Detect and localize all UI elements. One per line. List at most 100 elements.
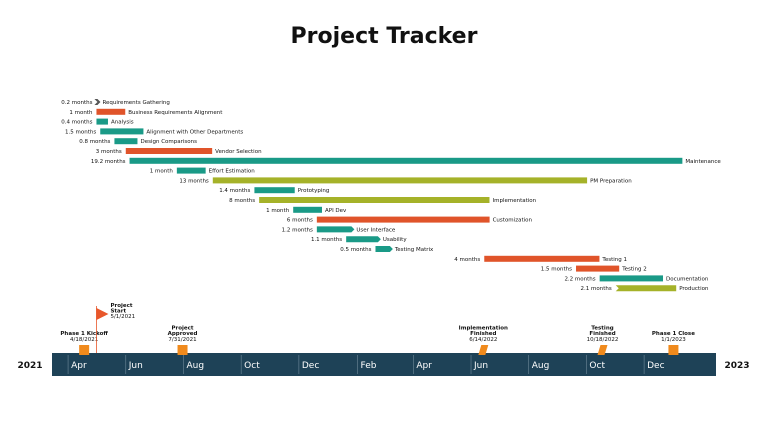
task-row: 0.4 months Analysis xyxy=(61,118,134,126)
task-name-label: Requirements Gathering xyxy=(102,100,169,106)
task-bar xyxy=(316,216,490,223)
task-duration-label: 3 months xyxy=(96,149,122,155)
task-duration-label: 8 months xyxy=(229,198,255,204)
timeline-band xyxy=(52,353,716,376)
task-row: 2.1 months Production xyxy=(581,285,709,292)
task-bar xyxy=(125,148,213,154)
task-row: 1.5 months Testing 2 xyxy=(541,265,647,273)
task-duration-label: 1 month xyxy=(266,208,290,214)
task-marker xyxy=(94,99,101,105)
milestone-name-label: Start xyxy=(110,309,126,315)
task-name-label: Design Comparisons xyxy=(140,139,197,145)
flag-icon xyxy=(96,308,109,320)
task-name-label: User Interface xyxy=(356,227,396,233)
milestone-date-label: 5/1/2021 xyxy=(110,314,135,320)
task-name-label: Documentation xyxy=(666,276,709,282)
task-name-label: Prototyping xyxy=(298,188,330,194)
milestone-marker xyxy=(177,345,188,355)
task-row: 4 months Testing 1 xyxy=(454,255,627,263)
task-duration-label: 1 month xyxy=(69,110,93,116)
task-bar xyxy=(599,275,664,282)
task-bar xyxy=(615,285,677,292)
timeline-tick-label: Dec xyxy=(647,361,664,371)
task-row: 1.4 months Prototyping xyxy=(219,187,329,194)
timeline-tick-label: Apr xyxy=(416,361,432,371)
task-name-label: Production xyxy=(679,286,709,292)
task-name-label: API Dev xyxy=(325,208,347,214)
task-row: 1.5 months Alignment with Other Departmen… xyxy=(65,128,243,135)
task-row: 3 months Vendor Selection xyxy=(96,148,262,155)
milestone-date-label: 1/1/2023 xyxy=(661,337,686,343)
chart-title: Project Tracker xyxy=(290,24,478,49)
timeline-tick-label: Jun xyxy=(128,361,143,371)
task-list: 0.2 months Requirements Gathering 1 month B… xyxy=(61,99,721,292)
task-row: 2.2 months Documentation xyxy=(564,275,709,282)
milestone-marker xyxy=(597,345,608,355)
milestone-date-label: 10/18/2022 xyxy=(587,337,619,343)
timeline-tick-label: Oct xyxy=(589,361,605,371)
task-duration-label: 2.2 months xyxy=(564,276,595,282)
task-duration-label: 1.5 months xyxy=(541,267,572,273)
task-duration-label: 13 months xyxy=(179,178,209,184)
timeline-tick-label: Dec xyxy=(302,361,319,371)
task-row: 1 month Effort Estimation xyxy=(150,167,256,175)
task-name-label: PM Preparation xyxy=(590,178,632,184)
task-bar xyxy=(576,265,620,272)
milestone-date-label: 4/18/2021 xyxy=(70,337,98,343)
task-duration-label: 0.2 months xyxy=(61,100,92,106)
task-row: 8 months Implementation xyxy=(229,197,537,204)
milestone-name-label: Finished xyxy=(589,331,615,337)
task-bar xyxy=(484,255,600,262)
task-bar xyxy=(176,167,206,174)
task-row: 13 months PM Preparation xyxy=(179,177,632,184)
milestone-name-label: Project xyxy=(110,303,132,309)
task-name-label: Usability xyxy=(383,237,407,243)
milestone-date-label: 6/14/2022 xyxy=(469,337,497,343)
task-duration-label: 2.1 months xyxy=(581,286,612,292)
task-row: 1.1 months Usability xyxy=(311,236,407,243)
task-name-label: Testing 2 xyxy=(621,267,647,273)
task-duration-label: 1.1 months xyxy=(311,237,342,243)
milestone-name-label: Phase 1 Kickoff xyxy=(60,331,108,337)
timeline-tick-label: Oct xyxy=(244,361,260,371)
task-name-label: Effort Estimation xyxy=(209,169,256,175)
timeline-axis: 2021 2023 Apr Jun Aug Oct Dec Feb Apr Jun Aug Oct De… xyxy=(17,353,750,376)
task-duration-label: 1.5 months xyxy=(65,129,96,135)
task-row: 0.2 months Requirements Gathering xyxy=(61,99,170,106)
task-bar xyxy=(212,177,588,184)
task-row: 19.2 months Maintenance xyxy=(91,157,721,165)
task-bar xyxy=(293,206,322,213)
task-bar xyxy=(346,236,381,243)
task-bar xyxy=(100,128,144,135)
task-row: 6 months Customization xyxy=(287,216,533,224)
milestone-name-label: Phase 1 Close xyxy=(652,331,695,337)
timeline-end-label: 2023 xyxy=(724,361,749,371)
milestone-marker xyxy=(79,345,90,355)
task-name-label: Implementation xyxy=(492,198,536,204)
task-row: 0.5 months Testing Matrix xyxy=(340,246,434,253)
task-name-label: Analysis xyxy=(111,120,134,126)
task-bar xyxy=(96,108,126,115)
task-name-label: Alignment with Other Departments xyxy=(146,129,243,135)
task-duration-label: 1 month xyxy=(150,169,174,175)
milestone-marker xyxy=(478,345,489,355)
task-row: 1 month API Dev xyxy=(266,206,347,214)
task-bar xyxy=(114,138,138,145)
task-duration-label: 1.2 months xyxy=(282,227,313,233)
task-name-label: Maintenance xyxy=(685,159,721,165)
task-duration-label: 19.2 months xyxy=(91,159,126,165)
milestone-name-label: Finished xyxy=(470,331,496,337)
task-row: 1 month Business Requirements Alignment xyxy=(69,108,223,116)
task-duration-label: 0.8 months xyxy=(79,139,110,145)
milestone-name-label: Project xyxy=(172,325,194,331)
task-row: 0.8 months Design Comparisons xyxy=(79,138,197,145)
milestone-name-label: Testing xyxy=(591,325,613,331)
task-bar xyxy=(316,226,355,233)
timeline-tick-label: Aug xyxy=(186,361,204,371)
timeline-start-label: 2021 xyxy=(17,361,42,371)
